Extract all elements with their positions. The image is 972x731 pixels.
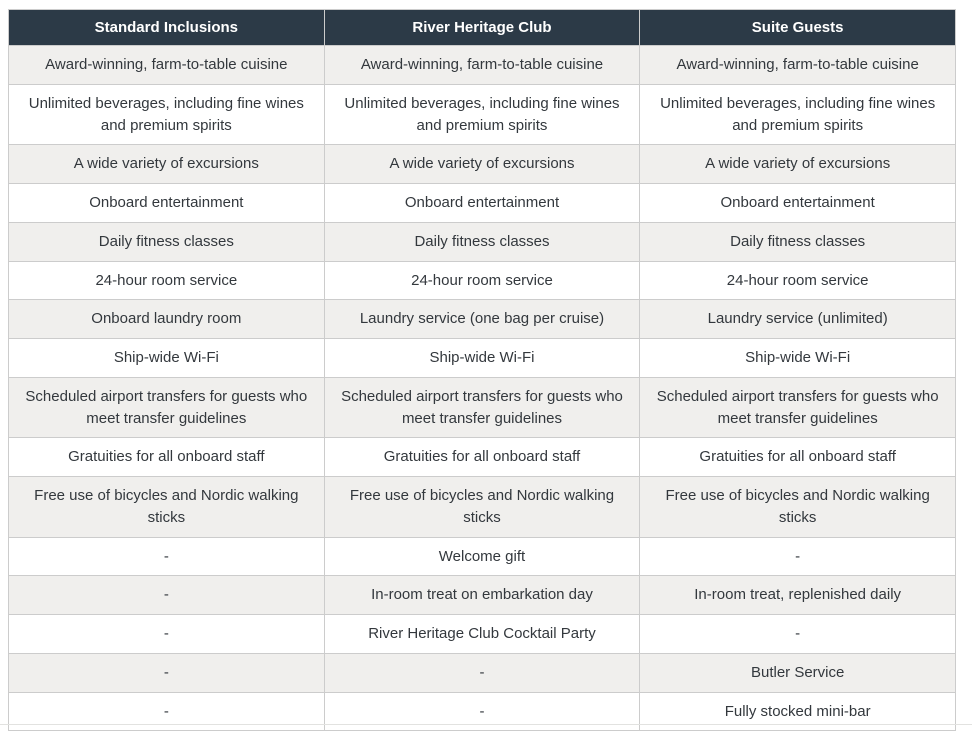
table-cell: Gratuities for all onboard staff	[8, 437, 325, 477]
table-cell: Award-winning, farm-to-table cuisine	[8, 45, 325, 85]
table-cell: A wide variety of excursions	[639, 144, 956, 184]
table-cell: 24-hour room service	[8, 260, 325, 301]
table-row: - In-room treat on embarkation day In-room…	[8, 575, 956, 615]
table-row: 24-hour room service 24-hour room service…	[8, 260, 956, 301]
table-cell: Onboard laundry room	[8, 299, 325, 339]
table-row: - Welcome gift -	[8, 536, 956, 577]
table-body: Award-winning, farm-to-table cuisine Awar…	[8, 45, 956, 731]
table-cell: Daily fitness classes	[639, 221, 956, 262]
table-cell: Free use of bicycles and Nordic walking …	[323, 476, 641, 538]
table-cell: A wide variety of excursions	[323, 144, 641, 184]
table-header: Standard Inclusions River Heritage Club …	[8, 9, 956, 46]
table-cell: Unlimited beverages, including fine wine…	[639, 83, 956, 146]
table-cell: Unlimited beverages, including fine wine…	[8, 83, 325, 146]
inclusions-comparison-table: Standard Inclusions River Heritage Club …	[8, 9, 956, 731]
table-cell: Onboard entertainment	[323, 183, 641, 223]
table-cell: In-room treat, replenished daily	[639, 575, 956, 615]
table-row: Ship-wide Wi-Fi Ship-wide Wi-Fi Ship-wide …	[8, 338, 956, 378]
table-row: Unlimited beverages, including fine wine…	[8, 83, 956, 146]
table-row: Scheduled airport transfers for guests w…	[8, 376, 956, 439]
table-cell: Ship-wide Wi-Fi	[323, 338, 641, 378]
table-row: Award-winning, farm-to-table cuisine Awar…	[8, 45, 956, 85]
table-cell: River Heritage Club Cocktail Party	[323, 614, 641, 654]
header-row: Standard Inclusions River Heritage Club …	[8, 9, 956, 46]
table-cell: A wide variety of excursions	[8, 144, 325, 184]
table-row: Free use of bicycles and Nordic walking …	[8, 476, 956, 538]
table-cell: -	[639, 614, 956, 654]
table-cell: Onboard entertainment	[639, 183, 956, 223]
table-row: A wide variety of excursions A wide varie…	[8, 144, 956, 184]
table-cell: -	[323, 652, 641, 693]
bottom-divider	[0, 724, 972, 725]
table-cell: Daily fitness classes	[8, 221, 325, 262]
table-row: Gratuities for all onboard staff Gratuiti…	[8, 437, 956, 477]
column-header-standard-inclusions: Standard Inclusions	[8, 9, 325, 46]
table-row: - - Butler Service	[8, 652, 956, 693]
table-cell: -	[8, 536, 325, 577]
table-cell: -	[639, 536, 956, 577]
table-cell: Ship-wide Wi-Fi	[639, 338, 956, 378]
table-cell: In-room treat on embarkation day	[323, 575, 641, 615]
table-cell: Scheduled airport transfers for guests w…	[8, 376, 325, 439]
table-cell: Gratuities for all onboard staff	[639, 437, 956, 477]
table-cell: Award-winning, farm-to-table cuisine	[323, 45, 641, 85]
table-row: - River Heritage Club Cocktail Party -	[8, 614, 956, 654]
table-cell: Butler Service	[639, 652, 956, 693]
table-cell: Scheduled airport transfers for guests w…	[639, 376, 956, 439]
table-cell: Laundry service (unlimited)	[639, 299, 956, 339]
table-cell: Award-winning, farm-to-table cuisine	[639, 45, 956, 85]
table-cell: -	[8, 614, 325, 654]
table-cell: 24-hour room service	[323, 260, 641, 301]
table-cell: 24-hour room service	[639, 260, 956, 301]
table-cell: Free use of bicycles and Nordic walking …	[639, 476, 956, 538]
table-cell: Ship-wide Wi-Fi	[8, 338, 325, 378]
table-row: Onboard laundry room Laundry service (one…	[8, 299, 956, 339]
table-cell: Onboard entertainment	[8, 183, 325, 223]
table-cell: -	[8, 652, 325, 693]
table-cell: Daily fitness classes	[323, 221, 641, 262]
column-header-river-heritage-club: River Heritage Club	[323, 9, 641, 46]
table-cell: Free use of bicycles and Nordic walking …	[8, 476, 325, 538]
table-row: Onboard entertainment Onboard entertainme…	[8, 183, 956, 223]
column-header-suite-guests: Suite Guests	[639, 9, 956, 46]
table-cell: Gratuities for all onboard staff	[323, 437, 641, 477]
table-row: Daily fitness classes Daily fitness class…	[8, 221, 956, 262]
table-cell: Welcome gift	[323, 536, 641, 577]
table-cell: -	[8, 575, 325, 615]
table-cell: Laundry service (one bag per cruise)	[323, 299, 641, 339]
table-cell: Scheduled airport transfers for guests w…	[323, 376, 641, 439]
table-cell: Unlimited beverages, including fine wine…	[323, 83, 641, 146]
